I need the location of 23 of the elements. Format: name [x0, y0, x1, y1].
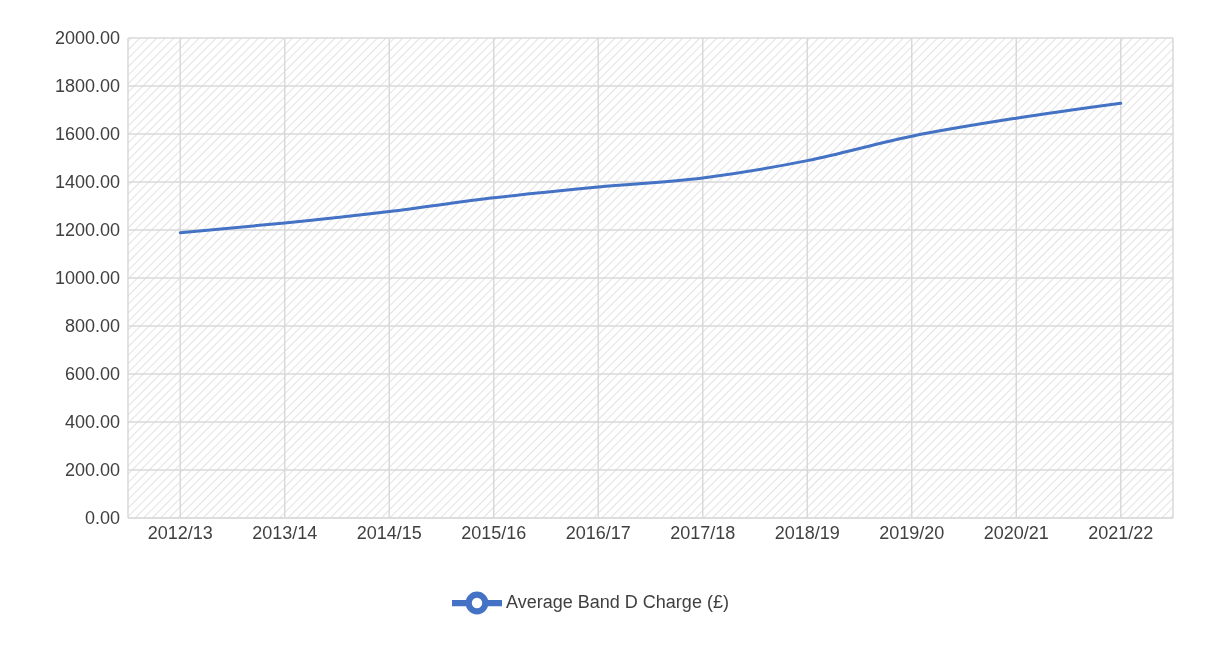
x-tick-label: 2016/17 [565, 522, 631, 543]
y-tick-label: 1200.00 [54, 220, 120, 241]
y-tick-label: 600.00 [64, 364, 120, 385]
x-tick-label: 2012/13 [147, 522, 213, 543]
y-tick-label: 2000.00 [54, 28, 120, 49]
y-tick-label: 200.00 [64, 460, 120, 481]
x-tick-label: 2021/22 [1088, 522, 1154, 543]
line-series [178, 101, 1123, 235]
x-tick-label: 2018/19 [774, 522, 840, 543]
x-tick-label: 2020/21 [983, 522, 1049, 543]
y-tick-label: 1400.00 [54, 172, 120, 193]
y-tick-label: 1800.00 [54, 76, 120, 97]
y-tick-label: 800.00 [64, 316, 120, 337]
y-tick-label: 1600.00 [54, 124, 120, 145]
y-tick-label: 0.00 [84, 508, 120, 529]
x-tick-label: 2017/18 [670, 522, 736, 543]
legend-label: Average Band D Charge (£) [506, 591, 729, 612]
y-tick-label: 400.00 [64, 412, 120, 433]
x-tick-label: 2015/16 [461, 522, 527, 543]
y-tick-label: 1000.00 [54, 268, 120, 289]
x-tick-label: 2014/15 [356, 522, 422, 543]
x-tick-label: 2013/14 [252, 522, 318, 543]
x-tick-label: 2019/20 [879, 522, 945, 543]
